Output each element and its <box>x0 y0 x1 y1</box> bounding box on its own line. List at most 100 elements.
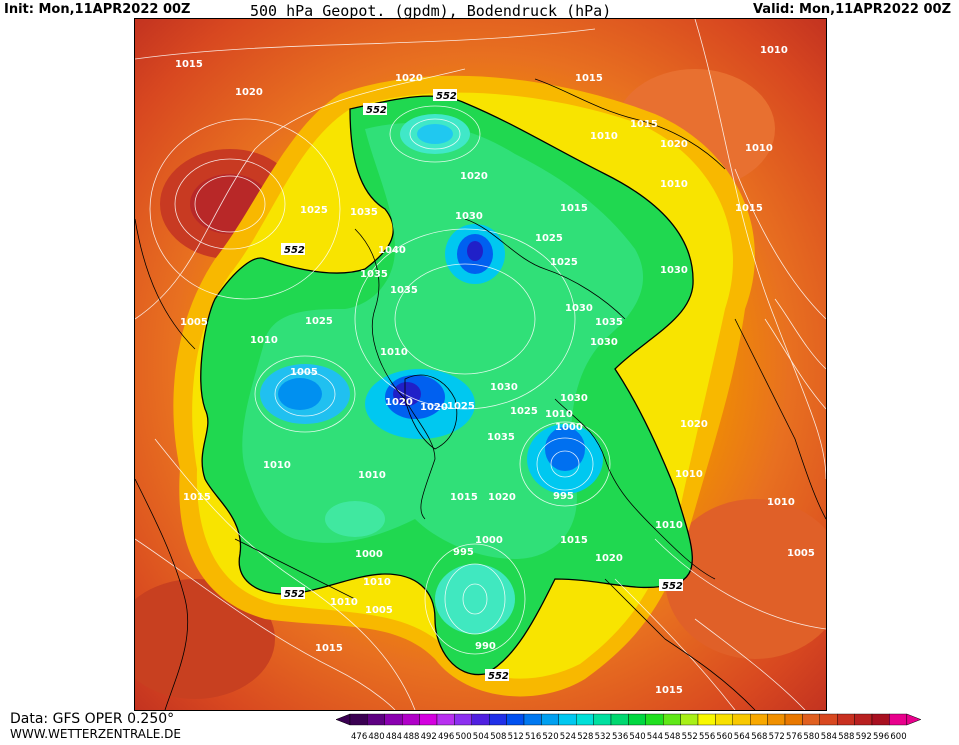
colorbar-tick-label: 592 <box>856 732 872 741</box>
colorbar-tick-label: 500 <box>455 732 471 741</box>
colorbar-tick-label: 496 <box>438 732 454 741</box>
colorbar-swatch <box>628 713 646 726</box>
colorbar-tick-label: 508 <box>490 732 506 741</box>
isobar-label: 1020 <box>660 139 688 150</box>
isobar-label: 995 <box>553 491 574 502</box>
isobar-label: 1020 <box>385 397 413 408</box>
colorbar-tick-label: 540 <box>629 732 645 741</box>
colorbar-tick-label: 544 <box>647 732 663 741</box>
isobar-label: 1005 <box>365 605 393 616</box>
isobar-label: 1015 <box>735 203 763 214</box>
colorbar-tick-label: 516 <box>525 732 541 741</box>
isobar-label: 1005 <box>290 367 318 378</box>
colorbar-swatch <box>715 713 733 726</box>
isobar-label: 1010 <box>590 131 618 142</box>
isobar-label: 1010 <box>363 577 391 588</box>
isobar-label: 1010 <box>655 520 683 531</box>
colorbar-tick-label: 564 <box>734 732 750 741</box>
isobar-label: 1035 <box>487 432 515 443</box>
colorbar-swatch <box>541 713 559 726</box>
contour-label-552: 552 <box>366 105 387 116</box>
isobar-label: 1040 <box>378 245 406 256</box>
colorbar-tick-label: 588 <box>838 732 854 741</box>
isobar-label: 1015 <box>560 203 588 214</box>
colorbar-swatch <box>802 713 820 726</box>
colorbar-swatch <box>436 713 455 726</box>
isobar-label: 1035 <box>360 269 388 280</box>
init-time: Init: Mon,11APR2022 00Z <box>4 2 191 17</box>
isobar-label: 1030 <box>455 211 483 222</box>
colorbar-tick-label: 532 <box>595 732 611 741</box>
valid-time: Valid: Mon,11APR2022 00Z <box>752 2 951 17</box>
isobar-label: 1025 <box>305 316 333 327</box>
colorbar-swatch <box>419 713 438 726</box>
colorbar-tick-label: 520 <box>542 732 558 741</box>
colorbar-swatch <box>610 713 629 726</box>
colorbar-tick-label: 584 <box>821 732 837 741</box>
colorbar-swatch <box>819 713 838 726</box>
colorbar-tick-label: 476 <box>351 732 367 741</box>
colorbar-swatch <box>506 713 525 726</box>
colorbar-swatch <box>750 713 768 726</box>
isobar-label: 1000 <box>355 549 383 560</box>
isobar-label: 1005 <box>787 548 815 559</box>
colorbar-swatch <box>349 713 368 726</box>
colorbar-swatch <box>488 713 507 726</box>
isobar-label: 1010 <box>767 497 795 508</box>
isobar-label: 1010 <box>263 460 291 471</box>
isobar-label: 1015 <box>560 535 588 546</box>
colorbar-tick-label: 488 <box>403 732 419 741</box>
isobar-label: 1020 <box>420 402 448 413</box>
isobar-label: 990 <box>475 641 496 652</box>
isobar-label: 1015 <box>315 643 343 654</box>
colorbar-tick-label: 556 <box>699 732 715 741</box>
colorbar-swatch <box>837 713 855 726</box>
isobar-label: 1015 <box>655 685 683 696</box>
colorbar-tick-label: 480 <box>368 732 384 741</box>
isobar-label: 1020 <box>235 87 263 98</box>
colorbar-tick-label: 536 <box>612 732 628 741</box>
isobar-label: 1035 <box>595 317 623 328</box>
map-title: 500 hPa Geopot. (gpdm), Bodendruck (hPa) <box>250 2 612 20</box>
colorbar-swatch <box>593 713 612 726</box>
isobar-label: 1030 <box>565 303 593 314</box>
isobar-label: 1015 <box>575 73 603 84</box>
colorbar-tick-label: 548 <box>664 732 680 741</box>
isobar-label: 1020 <box>680 419 708 430</box>
colorbar-swatch <box>697 713 716 726</box>
colorbar-tick-label: 596 <box>873 732 889 741</box>
isobar-label: 1030 <box>560 393 588 404</box>
isobar-label: 1015 <box>630 119 658 130</box>
colorbar-swatch <box>367 713 385 726</box>
isobar-label: 1010 <box>380 347 408 358</box>
colorbar-swatch <box>523 713 542 726</box>
isobar-label: 1010 <box>250 335 278 346</box>
isobar-label: 1035 <box>390 285 418 296</box>
colorbar-swatch <box>854 713 873 726</box>
colorbar-swatch <box>871 713 890 726</box>
colorbar-swatch <box>889 713 908 726</box>
colorbar-swatch <box>663 713 681 726</box>
isobar-label: 1000 <box>555 422 583 433</box>
colorbar-tick-label: 580 <box>803 732 819 741</box>
isobar-label: 1025 <box>447 401 475 412</box>
isobar-label: 1025 <box>510 406 538 417</box>
isobar-label: 1025 <box>550 257 578 268</box>
isobar-label: 1010 <box>545 409 573 420</box>
contour-label-552: 552 <box>284 245 305 256</box>
isobar-label: 1030 <box>490 382 518 393</box>
isobar-label: 1030 <box>660 265 688 276</box>
colorbar-swatch <box>767 713 786 726</box>
colorbar-tick-label: 512 <box>508 732 524 741</box>
colorbar-tick-label: 504 <box>473 732 489 741</box>
isobar-label: 1035 <box>350 207 378 218</box>
contour-label-552: 552 <box>436 91 457 102</box>
data-source-label: Data: GFS OPER 0.250° <box>10 711 175 727</box>
website-label: WWW.WETTERZENTRALE.DE <box>10 727 181 741</box>
colorbar-tick-label: 560 <box>716 732 732 741</box>
isobar-label: 1030 <box>590 337 618 348</box>
colorbar-swatch <box>471 713 490 726</box>
colorbar-tick-label: 524 <box>560 732 576 741</box>
isobar-label: 1015 <box>450 492 478 503</box>
isobar-label: 1005 <box>180 317 208 328</box>
